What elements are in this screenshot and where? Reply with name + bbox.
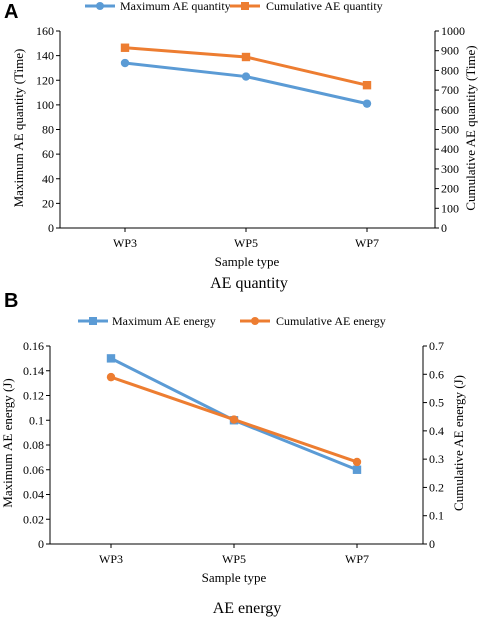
panel-b-right-axis-title: Cumulative AE energy (J)	[451, 375, 466, 511]
panel-b-left-tick-label: 0.16	[23, 339, 44, 353]
panel-b-series-1-point	[106, 354, 116, 363]
panel-a-right-tick-label: 100	[441, 201, 459, 215]
panel-a-legend-label-1: Maximum AE quantity	[120, 0, 231, 13]
panel-b-caption: AE energy	[213, 600, 282, 617]
panel-b-left-tick-label: 0	[38, 537, 44, 551]
panel-b-series-2-point	[352, 457, 362, 467]
panel-a-left-tick-label: 80	[42, 123, 54, 137]
panel-a-plot: 0 20 40 60 80 100 120 140 160 0 100 200 300 400 500 600…	[36, 24, 465, 250]
panel-a-x-tick-label: WP3	[113, 236, 137, 250]
panel-b-legend: Maximum AE energy Cumulative AE energy	[78, 314, 386, 328]
panel-a-x-tick-label: WP5	[234, 236, 258, 250]
panel-a-legend-label-2: Cumulative AE quantity	[266, 0, 383, 13]
panel-b-series-1-point	[352, 465, 362, 474]
panel-b-legend-marker-1	[89, 317, 97, 325]
panel-a-left-axis-title: Maximum AE quantity (Time)	[11, 49, 26, 208]
panel-a-left-tick-label: 140	[36, 49, 54, 63]
panel-a-left-tick-label: 100	[36, 98, 54, 112]
panel-b-x-axis-title: Sample type	[202, 570, 267, 585]
panel-b-left-tick-label: 0.04	[23, 488, 44, 502]
panel-a-series-1-point	[120, 58, 130, 68]
panel-a-right-tick-label: 400	[441, 142, 459, 156]
panel-b-x-tick-label: WP7	[345, 552, 369, 566]
panel-a-right-tick-label: 200	[441, 182, 459, 196]
panel-b-legend-label-1: Maximum AE energy	[112, 314, 216, 328]
panel-b-x-tick-label: WP5	[222, 552, 246, 566]
panel-b-legend-label-2: Cumulative AE energy	[276, 314, 386, 328]
panel-b-right-tick-label: 0.6	[429, 367, 444, 381]
panel-a-right-tick-label: 900	[441, 44, 459, 58]
panel-b-left-tick-label: 0.08	[23, 438, 44, 452]
panel-b-right-tick-label: 0.7	[429, 339, 444, 353]
panel-a-series-1-point	[241, 72, 251, 81]
panel-a: A Maximum AE quantity Cumulative AE quant…	[4, 0, 478, 292]
panel-a-right-tick-label: 1000	[441, 24, 465, 38]
panel-b-plot: 0 0.02 0.04 0.06 0.08 0.1 0.12 0.14 0.16 0 0.1 0.2 0…	[23, 339, 444, 566]
panel-a-right-tick-label: 300	[441, 162, 459, 176]
panel-a-legend: Maximum AE quantity Cumulative AE quantit…	[85, 0, 383, 13]
panel-a-series-1-point	[362, 99, 372, 108]
panel-a-left-tick-label: 60	[42, 147, 54, 161]
panel-b: B Maximum AE energy Cumulative AE energy …	[0, 290, 466, 617]
panel-b-left-tick-label: 0.06	[23, 463, 44, 477]
panel-a-series-2-point	[120, 43, 130, 52]
panel-a-left-tick-label: 0	[48, 221, 54, 235]
panel-b-series-line-1	[110, 357, 358, 472]
panel-b-right-tick-label: 0.1	[429, 509, 444, 523]
panel-b-right-tick-label: 0.5	[429, 396, 444, 410]
panel-b-left-tick-label: 0.12	[23, 389, 44, 403]
panel-b-label: B	[4, 290, 18, 312]
panel-a-series-2-point	[362, 80, 372, 90]
panel-b-right-tick-label: 0	[429, 537, 435, 551]
panel-a-legend-marker-2	[241, 2, 249, 10]
panel-a-series-line-1	[124, 61, 368, 106]
panel-a-left-tick-label: 20	[42, 196, 54, 210]
panel-b-left-axis-title: Maximum AE energy (J)	[0, 378, 15, 507]
panel-b-x-tick-label: WP3	[99, 552, 123, 566]
panel-a-right-axis-title: Cumulative AE quantity (Time)	[463, 45, 478, 210]
panel-b-series-2-point	[106, 372, 116, 382]
panel-b-legend-marker-2	[251, 317, 259, 325]
panel-a-legend-marker-1	[96, 2, 104, 10]
panel-a-right-tick-label: 700	[441, 83, 459, 97]
panel-b-series-2-point	[229, 415, 239, 424]
panel-a-right-tick-label: 600	[441, 103, 459, 117]
panel-a-left-tick-label: 120	[36, 73, 54, 87]
panel-b-right-tick-label: 0.3	[429, 452, 444, 466]
panel-b-left-tick-label: 0.14	[23, 364, 44, 378]
panel-a-right-tick-label: 0	[441, 221, 447, 235]
panel-a-series-2-point	[241, 52, 251, 62]
panel-a-caption: AE quantity	[210, 275, 288, 292]
panel-a-label: A	[4, 1, 18, 23]
panel-a-left-tick-label: 160	[36, 24, 54, 38]
panel-a-left-tick-label: 40	[42, 172, 54, 186]
panel-a-right-tick-label: 800	[441, 63, 459, 77]
panel-b-right-tick-label: 0.2	[429, 480, 444, 494]
panel-b-left-tick-label: 0.02	[23, 512, 44, 526]
panel-a-x-tick-label: WP7	[355, 236, 379, 250]
panel-b-left-tick-label: 0.1	[29, 413, 44, 427]
panel-b-right-tick-label: 0.4	[429, 424, 444, 438]
panel-a-x-axis-title: Sample type	[215, 254, 280, 269]
panel-a-right-tick-label: 500	[441, 123, 459, 137]
